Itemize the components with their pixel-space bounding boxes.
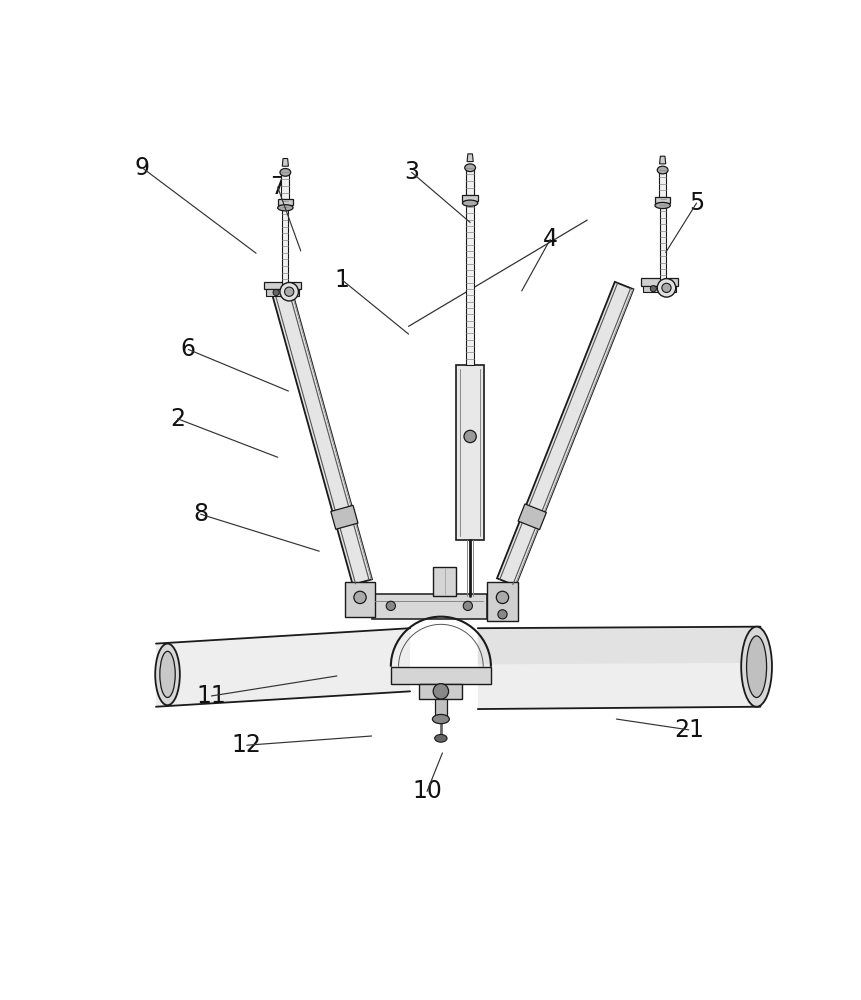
- Ellipse shape: [160, 651, 176, 698]
- Polygon shape: [289, 285, 372, 580]
- Text: 21: 21: [674, 718, 703, 742]
- Polygon shape: [282, 201, 288, 286]
- Polygon shape: [467, 154, 474, 162]
- Text: 4: 4: [542, 227, 558, 251]
- Polygon shape: [660, 199, 666, 282]
- Text: 5: 5: [689, 191, 704, 215]
- Ellipse shape: [387, 601, 395, 610]
- Ellipse shape: [496, 591, 509, 604]
- Ellipse shape: [280, 282, 299, 301]
- Ellipse shape: [650, 286, 656, 292]
- Polygon shape: [344, 582, 375, 617]
- Ellipse shape: [657, 279, 676, 297]
- Polygon shape: [435, 699, 447, 717]
- Text: 2: 2: [170, 407, 185, 431]
- Ellipse shape: [746, 636, 766, 698]
- Polygon shape: [456, 365, 484, 540]
- Polygon shape: [497, 282, 634, 586]
- Polygon shape: [462, 195, 478, 201]
- Polygon shape: [391, 667, 491, 684]
- Text: 9: 9: [134, 156, 150, 180]
- Polygon shape: [266, 289, 300, 296]
- Ellipse shape: [432, 714, 449, 724]
- Polygon shape: [660, 156, 666, 164]
- Polygon shape: [282, 158, 288, 166]
- Polygon shape: [263, 282, 300, 289]
- Ellipse shape: [465, 164, 475, 172]
- Ellipse shape: [741, 627, 772, 707]
- Polygon shape: [659, 170, 666, 197]
- Polygon shape: [372, 594, 487, 619]
- Text: 7: 7: [270, 175, 285, 199]
- Text: 8: 8: [193, 502, 208, 526]
- Text: 12: 12: [232, 733, 262, 757]
- Polygon shape: [282, 172, 289, 199]
- Ellipse shape: [662, 283, 671, 292]
- Polygon shape: [478, 627, 760, 709]
- Polygon shape: [655, 197, 671, 203]
- Ellipse shape: [462, 200, 478, 206]
- Polygon shape: [277, 199, 293, 205]
- Polygon shape: [156, 628, 410, 707]
- Ellipse shape: [277, 205, 293, 211]
- Polygon shape: [331, 505, 358, 529]
- Ellipse shape: [273, 289, 279, 296]
- Polygon shape: [467, 168, 474, 195]
- Ellipse shape: [280, 169, 291, 176]
- Polygon shape: [518, 504, 547, 530]
- Ellipse shape: [498, 610, 507, 619]
- Ellipse shape: [155, 644, 180, 705]
- Ellipse shape: [433, 684, 449, 699]
- Polygon shape: [478, 627, 760, 664]
- Text: 6: 6: [181, 337, 195, 361]
- Polygon shape: [643, 286, 677, 292]
- Polygon shape: [487, 582, 517, 620]
- Ellipse shape: [285, 287, 294, 296]
- Polygon shape: [271, 285, 372, 585]
- Polygon shape: [515, 289, 634, 586]
- Ellipse shape: [354, 591, 366, 604]
- Text: 10: 10: [412, 779, 442, 803]
- Polygon shape: [419, 684, 462, 699]
- Polygon shape: [467, 182, 474, 365]
- Polygon shape: [641, 278, 678, 286]
- Text: 3: 3: [404, 160, 419, 184]
- Ellipse shape: [655, 202, 671, 209]
- Text: 11: 11: [196, 684, 226, 708]
- Polygon shape: [433, 567, 456, 596]
- Ellipse shape: [463, 601, 473, 610]
- Ellipse shape: [464, 430, 476, 443]
- Ellipse shape: [657, 166, 668, 174]
- Text: 1: 1: [335, 268, 350, 292]
- Ellipse shape: [435, 734, 447, 742]
